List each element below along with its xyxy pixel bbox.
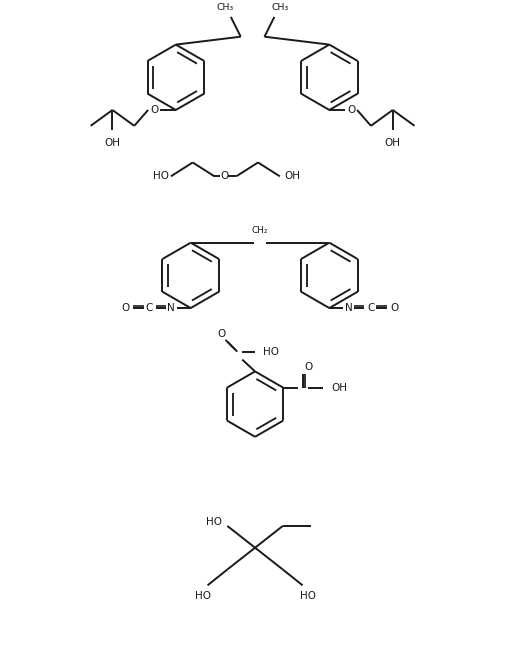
Text: CH₃: CH₃ [216, 3, 234, 12]
Text: O: O [391, 303, 399, 313]
Text: N: N [345, 303, 353, 313]
Text: O: O [150, 105, 158, 115]
Text: HO: HO [153, 171, 169, 182]
Text: OH: OH [385, 138, 401, 148]
Text: O: O [121, 303, 130, 313]
Text: N: N [167, 303, 175, 313]
Text: HO: HO [300, 591, 316, 601]
Text: HO: HO [195, 591, 211, 601]
Text: C: C [145, 303, 153, 313]
Text: O: O [347, 105, 355, 115]
Text: O: O [217, 329, 226, 339]
Text: CH₂: CH₂ [252, 226, 268, 235]
Text: CH₃: CH₃ [272, 3, 289, 12]
Text: C: C [368, 303, 375, 313]
Text: HO: HO [263, 347, 279, 357]
Text: OH: OH [285, 171, 301, 182]
Text: O: O [220, 171, 228, 182]
Text: HO: HO [206, 517, 223, 527]
Text: O: O [304, 362, 312, 372]
Text: OH: OH [331, 383, 347, 392]
Text: OH: OH [104, 138, 120, 148]
